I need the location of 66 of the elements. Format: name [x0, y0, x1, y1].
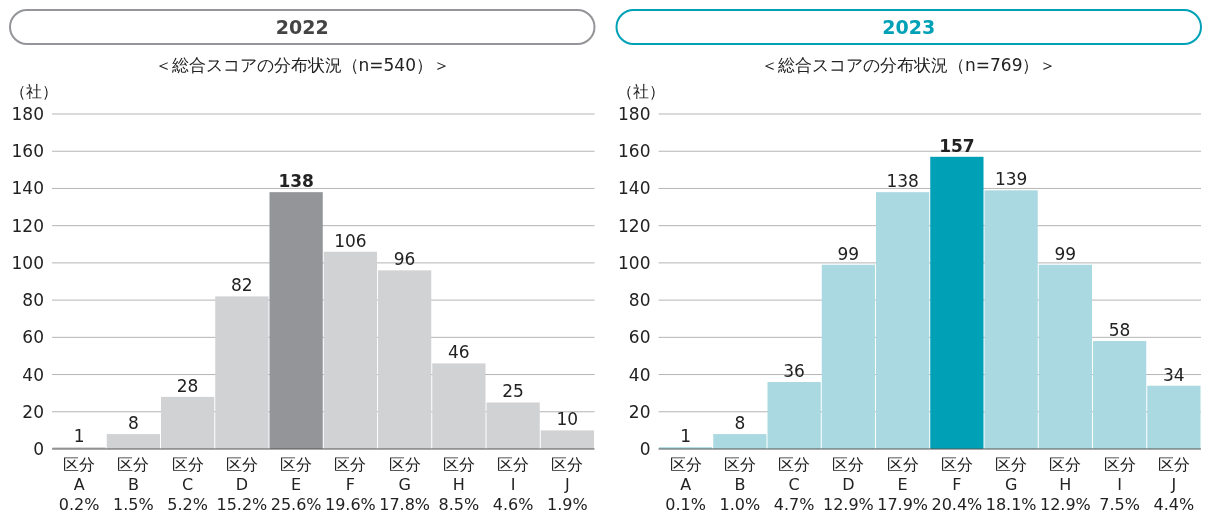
y-tick-label: 100 [11, 252, 44, 273]
data-label: 138 [278, 171, 314, 192]
y-axis-title: （社） [10, 82, 58, 101]
data-label: 99 [837, 243, 860, 264]
data-label: 46 [448, 342, 470, 363]
data-label: 34 [1163, 364, 1185, 385]
x-tick-label: 区分 G 17.8% [379, 455, 431, 514]
y-tick-label: 80 [628, 290, 651, 311]
y-tick-label: 80 [22, 290, 44, 311]
y-tick-label: 60 [22, 327, 44, 348]
data-label: 28 [176, 375, 199, 396]
y-tick-label: 60 [628, 327, 651, 348]
x-tick-label: 区分 E 25.6% [270, 455, 322, 514]
y-tick-label: 120 [618, 215, 651, 236]
x-tick-label: 区分 C 5.2% [167, 455, 208, 514]
y-tick-label: 40 [628, 364, 651, 385]
x-tick-label: 区分 I 4.6% [492, 455, 534, 514]
data-label: 99 [1054, 243, 1077, 264]
y-axis-title: （社） [616, 82, 665, 101]
y-tick-label: 20 [628, 401, 651, 422]
y-tick-label: 160 [11, 141, 44, 162]
x-tick-label: 区分 B 1.5% [113, 455, 154, 514]
x-tick-label: 区分 E 17.9% [877, 455, 929, 514]
data-label: 1 [73, 426, 85, 447]
y-tick-label: 40 [22, 364, 44, 385]
x-tick-label: 区分 I 7.5% [1099, 455, 1140, 514]
y-tick-label: 140 [11, 178, 44, 199]
x-tick-label: 区分 H 12.9% [1039, 455, 1091, 514]
data-label: 139 [994, 169, 1028, 190]
x-tick-label: 区分 A 0.2% [58, 455, 100, 514]
x-tick-label: 区分 D 12.9% [822, 455, 874, 514]
x-tick-label: 区分 B 1.0% [719, 455, 761, 514]
data-label: 1 [680, 426, 692, 447]
data-label: 138 [886, 171, 919, 192]
x-tick-label: 区分 J 1.9% [547, 455, 588, 514]
data-label: 82 [231, 275, 253, 296]
x-tick-label: 区分 D 15.2% [216, 455, 268, 514]
chart-subtitle: ＜総合スコアの分布状況（n=540）＞ [154, 55, 450, 75]
y-tick-label: 140 [618, 178, 651, 199]
x-tick-label: 区分 F 20.4% [931, 455, 983, 514]
chart-title: 2022 [275, 16, 329, 38]
chart-title: 2023 [882, 16, 936, 38]
y-tick-label: 180 [11, 104, 44, 124]
data-label: 106 [334, 230, 367, 251]
data-label: 58 [1108, 320, 1131, 341]
data-label: 8 [127, 413, 139, 434]
y-tick-label: 0 [33, 439, 44, 459]
y-tick-label: 160 [618, 141, 651, 162]
x-tick-label: 区分 C 4.7% [773, 455, 815, 514]
x-tick-label: 区分 G 18.1% [985, 455, 1037, 514]
y-tick-label: 180 [618, 104, 651, 124]
y-tick-label: 20 [22, 401, 44, 422]
data-label: 157 [939, 135, 975, 156]
y-tick-label: 0 [639, 439, 651, 459]
y-tick-label: 100 [618, 252, 651, 273]
data-label: 25 [502, 381, 524, 402]
y-tick-label: 120 [11, 215, 44, 236]
data-label: 36 [783, 361, 805, 381]
x-tick-label: 区分 H 8.5% [438, 455, 480, 514]
x-tick-label: 区分 F 19.6% [324, 455, 376, 514]
x-tick-label: 区分 J 4.4% [1153, 455, 1195, 514]
x-tick-label: 区分 A 0.1% [665, 455, 706, 514]
data-label: 10 [556, 409, 579, 430]
data-label: 8 [734, 413, 746, 434]
chart-subtitle: ＜総合スコアの分布状況（n=769）＞ [761, 55, 1057, 75]
data-label: 96 [393, 249, 416, 270]
